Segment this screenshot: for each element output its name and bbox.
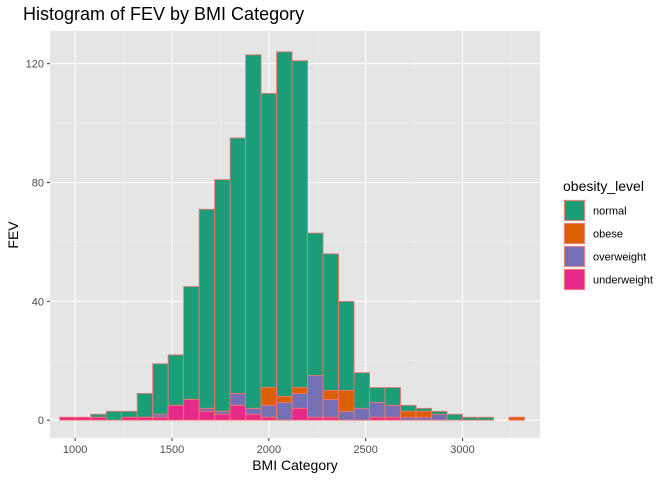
bar-normal [276,51,293,397]
bar-overweight [260,404,278,418]
bar-normal [214,179,231,412]
bar-normal [477,416,494,421]
legend-swatch-obese [564,223,585,244]
bar-overweight [415,416,432,421]
bar-underweight [291,407,308,421]
bar-underweight [74,416,92,421]
bar-underweight [59,416,76,421]
bar-normal [369,387,386,403]
y-tick-label: 80 [32,178,44,190]
bar-overweight [431,413,448,421]
y-axis-title: FEV [5,221,21,249]
bar-overweight [245,407,262,415]
y-tick-label: 120 [26,59,44,71]
bar-overweight [307,375,324,418]
bar-normal [229,137,247,394]
legend-label-underweight: underweight [593,275,653,287]
x-tick-label: 2500 [353,444,377,456]
bar-overweight [400,416,417,421]
bar-underweight [322,416,339,421]
x-axis-title: BMI Category [252,457,338,473]
bar-underweight [183,398,200,421]
bar-normal [136,393,154,418]
bar-underweight [214,413,231,421]
bar-normal [338,300,355,391]
legend-title: obesity_level [563,178,644,194]
bar-obese [338,390,355,412]
bar-underweight [167,404,185,421]
x-tick-label: 3000 [450,444,474,456]
bar-normal [415,407,432,412]
legend-swatch-overweight [564,246,585,267]
bar-underweight [245,413,262,421]
bar-normal [307,232,324,377]
bar-underweight [152,416,169,421]
bar-underweight [90,416,107,421]
bar-overweight [338,410,355,421]
bar-normal [105,410,123,421]
bar-normal [353,372,370,409]
bar-overweight [214,410,231,415]
bar-obese [415,410,432,418]
y-axis: 0 40 80 120 [26,59,50,427]
bar-obese [322,390,339,400]
bar-normal [462,416,479,421]
bar-underweight [307,416,324,421]
bar-underweight [136,416,154,421]
bar-normal [245,54,262,409]
bar-underweight [229,404,247,421]
bar-normal [90,413,107,418]
bars [59,51,525,421]
bar-underweight [198,410,216,421]
bar-normal [400,404,417,412]
legend-swatch-normal [564,200,585,221]
y-tick-label: 40 [32,296,44,308]
bar-obese [400,410,417,418]
bar-normal [291,60,308,388]
bar-overweight [369,401,386,418]
legend: obesity_level normal obese overweight under… [563,178,653,291]
x-tick-label: 1500 [160,444,184,456]
y-tick-label: 0 [38,415,44,427]
x-tick-label: 1000 [63,444,87,456]
bar-obese [276,396,293,403]
bar-normal [384,387,401,406]
chart-title: Histogram of FEV by BMI Category [23,4,304,24]
bar-normal [446,413,463,421]
bar-underweight [384,416,401,421]
bar-overweight [384,404,401,418]
bar-obese [260,387,278,406]
legend-label-normal: normal [593,206,627,218]
bar-overweight [276,401,293,421]
legend-label-overweight: overweight [593,252,646,264]
x-axis: 1000 1500 2000 2500 3000 [63,438,475,456]
bar-normal [121,410,138,418]
bar-normal [183,286,200,400]
bar-obese [291,387,308,394]
bar-overweight [198,407,216,412]
legend-label-obese: obese [593,229,623,241]
bar-normal [260,92,278,388]
bar-overweight [152,413,169,418]
bar-normal [198,208,216,409]
bar-overweight [291,393,308,409]
bar-overweight [353,407,370,421]
bar-normal [152,363,169,415]
x-tick-label: 2000 [257,444,281,456]
bar-normal [322,253,339,391]
bar-underweight [260,416,278,421]
bar-underweight [369,416,386,421]
bar-overweight [229,393,247,406]
bar-normal [431,410,448,415]
bar-underweight [121,416,138,421]
bar-obese [508,416,525,421]
legend-swatch-underweight [564,269,585,290]
bar-normal [167,354,185,406]
bar-overweight [322,398,339,418]
